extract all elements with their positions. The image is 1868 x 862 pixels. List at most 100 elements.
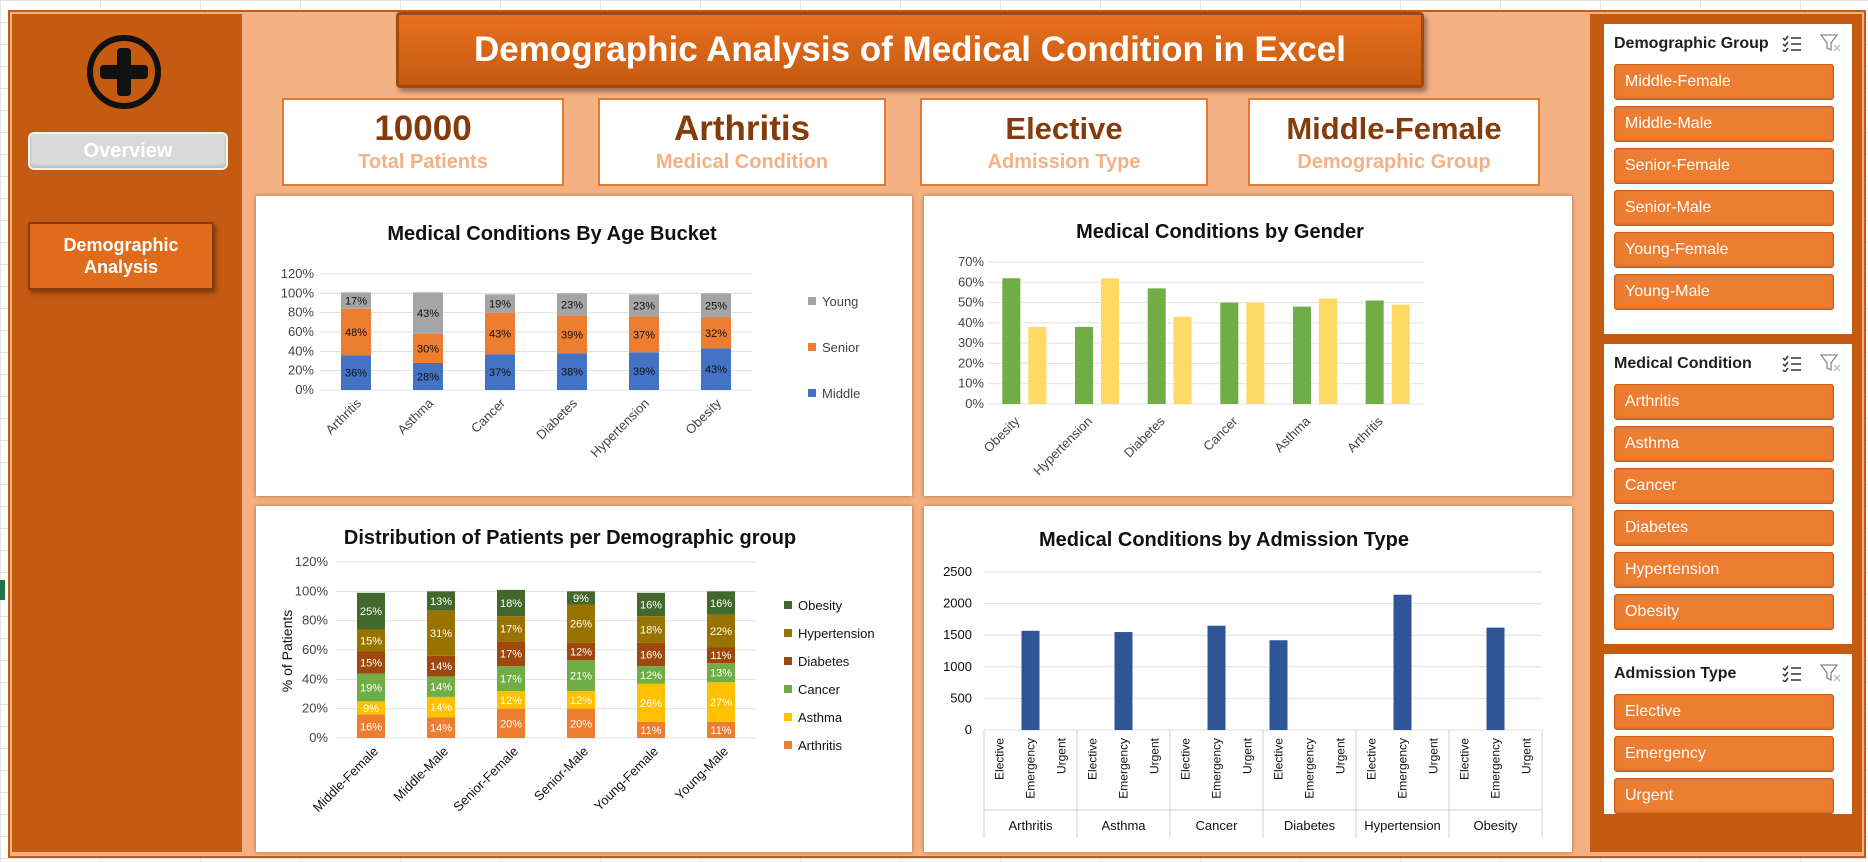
data-label: 23% [633, 300, 655, 312]
slicer-item-senior-male[interactable]: Senior-Male [1614, 190, 1834, 226]
bar-segment [341, 308, 371, 356]
slicer-item-arthritis[interactable]: Arthritis [1614, 384, 1834, 420]
slicer-item-obesity[interactable]: Obesity [1614, 594, 1834, 630]
bar [1391, 304, 1410, 404]
slicer-header: Demographic Group [1604, 24, 1852, 64]
bar [1293, 306, 1311, 404]
bar-segment [707, 682, 735, 722]
chart-demographic-distribution[interactable]: Distribution of Patients per Demographic… [256, 506, 912, 852]
legend-swatch [784, 629, 792, 637]
kpi-medical-condition: Arthritis Medical Condition [598, 98, 886, 186]
bar-segment [637, 592, 665, 617]
x-subcategory-label: Elective [1179, 738, 1193, 780]
legend-swatch [784, 685, 792, 693]
bar-segment [341, 292, 371, 309]
y-tick-label: 80% [302, 613, 328, 628]
bar-segment [629, 352, 659, 390]
bar-segment [557, 353, 587, 390]
legend-label: Senior [822, 340, 860, 355]
kpi-label: Medical Condition [655, 151, 829, 173]
y-tick-label: 100% [295, 583, 329, 598]
y-tick-label: 500 [950, 690, 972, 705]
kpi-label: Total Patients [358, 151, 488, 173]
slicer-item-elective[interactable]: Elective [1614, 694, 1834, 730]
slicer-item-urgent[interactable]: Urgent [1614, 778, 1834, 814]
medical-cross-icon [84, 32, 194, 142]
bar [1207, 625, 1226, 730]
data-label: 20% [500, 718, 522, 730]
x-tick-label: Middle-Male [390, 744, 451, 805]
slicer-title: Admission Type [1614, 665, 1737, 682]
bar [1075, 326, 1093, 404]
y-tick-label: 20% [302, 701, 328, 716]
x-subcategory-label: Emergency [1210, 738, 1224, 799]
data-label: 37% [633, 329, 655, 341]
data-label: 16% [640, 600, 662, 612]
y-axis-title: % of Patients [279, 610, 295, 693]
y-tick-label: 80% [288, 305, 314, 320]
legend-label: Diabetes [798, 654, 850, 669]
bar-segment [427, 676, 455, 697]
multi-select-icon[interactable] [1782, 354, 1802, 377]
data-label: 39% [561, 329, 583, 341]
bar-segment [427, 610, 455, 656]
bar-segment [357, 714, 385, 738]
chart-title: Distribution of Patients per Demographic… [344, 527, 796, 549]
overview-nav-button[interactable]: Overview [28, 132, 228, 170]
chart-admission-type[interactable]: Medical Conditions by Admission Type 0 500… [924, 506, 1572, 852]
bar-segment [427, 696, 455, 718]
x-subcategory-label: Elective [1086, 738, 1100, 780]
data-label: 32% [705, 328, 727, 340]
slicer-item-emergency[interactable]: Emergency [1614, 736, 1834, 772]
data-label: 15% [360, 635, 382, 647]
slicer-item-senior-female[interactable]: Senior-Female [1614, 148, 1834, 184]
bar-segment [567, 708, 595, 738]
bar [1173, 316, 1192, 404]
bar-segment [497, 616, 525, 642]
data-label: 17% [500, 649, 522, 661]
data-label: 43% [705, 364, 727, 376]
bar [1147, 288, 1166, 404]
slicer-item-cancer[interactable]: Cancer [1614, 468, 1834, 504]
data-label: 9% [573, 593, 589, 605]
slicer-item-asthma[interactable]: Asthma [1614, 426, 1834, 462]
data-label: 39% [633, 366, 655, 378]
bar [1269, 640, 1288, 730]
bar-segment [567, 591, 595, 605]
legend-swatch [808, 297, 816, 305]
x-subcategory-label: Urgent [1241, 737, 1255, 774]
x-subcategory-label: Emergency [1024, 738, 1038, 799]
x-subcategory-label: Urgent [1334, 737, 1348, 774]
bar-segment [629, 316, 659, 353]
data-label: 18% [500, 598, 522, 610]
chart-age-bucket[interactable]: Medical Conditions By Age Bucket 0% 20% 40%… [256, 196, 912, 496]
slicer-item-middle-male[interactable]: Middle-Male [1614, 106, 1834, 142]
slicer-item-middle-female[interactable]: Middle-Female [1614, 64, 1834, 100]
chart-gender[interactable]: Medical Conditions by Gender 0% 10% 20% 30% 4… [924, 196, 1572, 496]
y-tick-label: 0% [309, 730, 328, 745]
bar-segment [485, 312, 515, 355]
data-label: 16% [710, 598, 732, 610]
data-label: 11% [640, 725, 661, 737]
demographic-analysis-nav-button[interactable]: Demographic Analysis [28, 222, 214, 290]
slicer-item-young-male[interactable]: Young-Male [1614, 274, 1834, 310]
bar-segment [413, 333, 443, 363]
clear-filter-icon[interactable] [1819, 354, 1842, 377]
clear-filter-icon[interactable] [1819, 34, 1842, 57]
x-tick-label: Senior-Male [531, 744, 591, 804]
kpi-total-patients: 10000 Total Patients [282, 98, 564, 186]
clear-filter-icon[interactable] [1819, 664, 1842, 687]
slicer-item-young-female[interactable]: Young-Female [1614, 232, 1834, 268]
x-group-label: Asthma [1101, 818, 1146, 833]
slicer-item-diabetes[interactable]: Diabetes [1614, 510, 1834, 546]
data-label: 13% [430, 596, 452, 608]
data-label: 38% [561, 367, 583, 379]
multi-select-icon[interactable] [1782, 664, 1802, 687]
multi-select-icon[interactable] [1782, 34, 1802, 57]
chart-demographic-svg: Distribution of Patients per Demographic… [279, 527, 875, 815]
y-tick-label: 40% [302, 671, 328, 686]
slicer-item-hypertension[interactable]: Hypertension [1614, 552, 1834, 588]
bar-segment [357, 592, 385, 630]
bar-segment [485, 294, 515, 313]
bar-segment [637, 666, 665, 684]
